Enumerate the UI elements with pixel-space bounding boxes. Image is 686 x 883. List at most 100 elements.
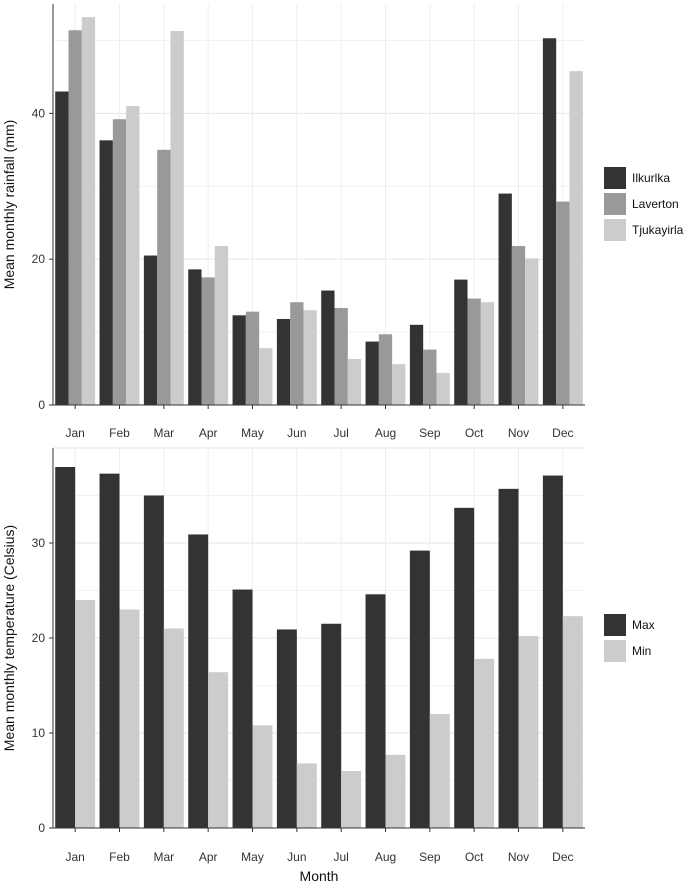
y-tick-label: 30	[32, 536, 46, 550]
bar-min-feb	[119, 609, 140, 828]
bar-laverton-feb	[112, 119, 127, 406]
bar-ilkurlka-jul	[321, 290, 335, 405]
bar-tjukayirla-sep	[436, 372, 450, 405]
x-tick-label-jun: Jun	[287, 426, 306, 440]
bar-tjukayirla-feb	[126, 106, 140, 405]
bar-ilkurlka-mar	[143, 255, 158, 405]
bar-min-nov	[518, 636, 539, 828]
bar-laverton-sep	[423, 349, 437, 405]
bar-tjukayirla-jul	[347, 359, 362, 405]
bar-tjukayirla-apr	[214, 246, 229, 405]
x-tick-label-feb: Feb	[109, 426, 130, 440]
bar-laverton-dec	[556, 201, 570, 405]
x-tick-label-apr: Apr	[199, 426, 218, 440]
bar-min-jul	[341, 771, 362, 828]
y-axis-title: Mean monthly temperature (Celsius)	[1, 525, 17, 751]
x-tick-label-feb: Feb	[109, 850, 130, 864]
bar-min-aug	[385, 754, 406, 828]
x-axis-title: Month	[300, 868, 339, 883]
bar-ilkurlka-jan	[55, 91, 69, 405]
bar-max-may	[232, 589, 253, 828]
x-tick-label-sep: Sep	[419, 426, 441, 440]
legend-label-min: Min	[632, 644, 651, 658]
bar-tjukayirla-dec	[569, 71, 583, 406]
bar-max-oct	[454, 507, 475, 828]
bar-tjukayirla-jun	[303, 310, 317, 405]
legend-swatch-tjukayirla	[604, 219, 626, 241]
legend-label-max: Max	[632, 618, 655, 632]
bar-ilkurlka-oct	[454, 279, 468, 405]
bar-laverton-nov	[511, 246, 526, 405]
legend-swatch-laverton	[604, 193, 626, 215]
x-tick-label-mar: Mar	[153, 850, 174, 864]
x-tick-label-aug: Aug	[375, 426, 396, 440]
bar-max-feb	[99, 473, 120, 828]
bar-min-mar	[163, 628, 184, 828]
bar-max-nov	[498, 488, 519, 828]
x-tick-label-aug: Aug	[375, 850, 396, 864]
legend-swatch-max	[604, 614, 626, 636]
y-tick-label: 0	[38, 398, 45, 412]
bar-min-jan	[75, 600, 96, 828]
x-tick-label-jul: Jul	[333, 426, 348, 440]
bar-max-dec	[542, 475, 563, 828]
bar-min-apr	[208, 672, 229, 828]
bar-max-apr	[188, 534, 209, 828]
legend-swatch-min	[604, 640, 626, 662]
bar-laverton-jan	[68, 30, 82, 405]
x-tick-label-dec: Dec	[552, 426, 573, 440]
bar-max-sep	[409, 550, 430, 828]
bar-min-oct	[474, 658, 495, 828]
x-tick-label-jul: Jul	[333, 850, 348, 864]
y-tick-label: 20	[32, 252, 46, 266]
bar-max-jul	[321, 623, 342, 828]
x-tick-label-may: May	[241, 426, 264, 440]
x-tick-label-sep: Sep	[419, 850, 441, 864]
y-axis-title: Mean monthly rainfall (mm)	[1, 120, 17, 290]
bar-laverton-jun	[290, 302, 304, 405]
x-tick-label-may: May	[241, 850, 264, 864]
bar-tjukayirla-aug	[392, 364, 406, 405]
bar-ilkurlka-sep	[409, 324, 424, 405]
bar-min-sep	[429, 714, 450, 828]
bar-laverton-may	[245, 311, 260, 405]
x-tick-label-oct: Oct	[465, 850, 484, 864]
bar-laverton-jul	[334, 308, 348, 405]
legend-label-laverton: Laverton	[632, 197, 679, 211]
bar-ilkurlka-feb	[99, 140, 113, 405]
legend-label-tjukayirla: Tjukayirla	[632, 223, 684, 237]
x-tick-label-jan: Jan	[65, 426, 84, 440]
bar-tjukayirla-mar	[170, 30, 184, 405]
bar-min-dec	[562, 616, 583, 828]
bar-ilkurlka-aug	[365, 341, 379, 405]
bar-max-aug	[365, 594, 386, 828]
bar-max-mar	[143, 495, 164, 828]
bar-max-jan	[55, 467, 76, 828]
bar-tjukayirla-oct	[480, 302, 495, 405]
x-tick-label-apr: Apr	[199, 850, 218, 864]
legend-label-ilkurlka: Ilkurlka	[632, 171, 670, 185]
bar-laverton-apr	[201, 277, 215, 405]
bar-ilkurlka-may	[232, 315, 246, 405]
bar-min-may	[252, 725, 273, 828]
bar-min-jun	[296, 763, 317, 828]
y-tick-label: 0	[38, 821, 45, 835]
bar-ilkurlka-dec	[542, 38, 557, 405]
bar-laverton-mar	[157, 149, 171, 405]
x-tick-label-oct: Oct	[465, 426, 484, 440]
bar-max-jun	[276, 629, 297, 828]
bar-tjukayirla-nov	[525, 258, 539, 405]
bar-ilkurlka-apr	[188, 269, 202, 405]
bar-laverton-oct	[467, 298, 481, 405]
y-tick-label: 20	[32, 631, 46, 645]
x-tick-label-dec: Dec	[552, 850, 573, 864]
x-tick-label-jan: Jan	[65, 850, 84, 864]
x-tick-label-nov: Nov	[508, 426, 529, 440]
x-tick-label-nov: Nov	[508, 850, 529, 864]
bar-tjukayirla-may	[259, 348, 273, 405]
bar-ilkurlka-jun	[276, 318, 291, 405]
y-tick-label: 40	[32, 106, 46, 120]
y-tick-label: 10	[32, 726, 46, 740]
